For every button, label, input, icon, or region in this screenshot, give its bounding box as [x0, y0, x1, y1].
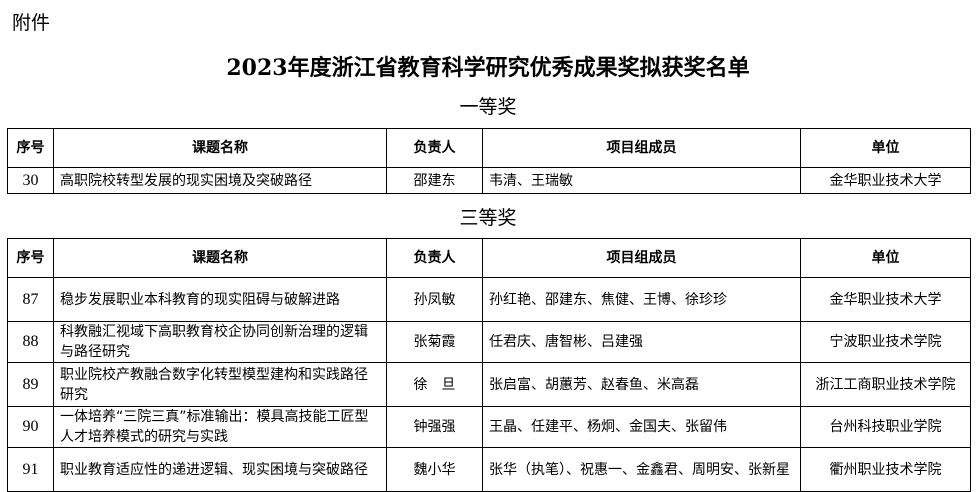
cell-leader: 魏小华: [386, 447, 483, 492]
cell-unit: 衢州职业技术学院: [800, 447, 971, 492]
header-leader: 负责人: [386, 128, 483, 168]
cell-seq: 30: [7, 167, 54, 194]
cell-unit: 宁波职业技术学院: [800, 321, 971, 363]
cell-seq: 91: [7, 447, 54, 492]
cell-topic: 职业教育适应性的递进逻辑、现实困境与突破路径: [53, 447, 387, 492]
table-header-row: 序号 课题名称 负责人 项目组成员 单位: [7, 238, 971, 278]
third-prize-table: 序号 课题名称 负责人 项目组成员 单位 87 稳步发展职业本科教育的现实阻碍与破…: [7, 238, 971, 492]
cell-topic: 高职院校转型发展的现实困境及突破路径: [53, 167, 387, 194]
cell-members: 王晶、任建平、杨炯、金国夫、张留伟: [482, 406, 801, 448]
attachment-label: 附件: [12, 12, 51, 34]
cell-topic: 职业院校产教融合数字化转型模型建构和实践路径研究: [53, 362, 387, 407]
cell-seq: 89: [7, 362, 54, 407]
header-topic: 课题名称: [53, 128, 387, 168]
cell-topic: 稳步发展职业本科教育的现实阻碍与破解进路: [53, 277, 387, 322]
header-members: 项目组成员: [482, 128, 801, 168]
cell-members: 韦清、王瑞敏: [482, 167, 801, 194]
table-row: 30 高职院校转型发展的现实困境及突破路径 邵建东 韦清、王瑞敏 金华职业技术大学: [7, 167, 971, 194]
cell-seq: 88: [7, 321, 54, 363]
cell-leader: 孙凤敏: [386, 277, 483, 322]
cell-unit: 台州科技职业学院: [800, 406, 971, 448]
table-row: 87 稳步发展职业本科教育的现实阻碍与破解进路 孙凤敏 孙红艳、邵建东、焦健、王博、徐…: [7, 277, 971, 322]
table-row: 89 职业院校产教融合数字化转型模型建构和实践路径研究徐 旦张启富、胡蕙芳、赵春鱼…: [7, 362, 971, 407]
cell-members: 张启富、胡蕙芳、赵春鱼、米高磊: [482, 362, 801, 407]
cell-unit: 金华职业技术大学: [800, 277, 971, 322]
cell-topic: 一体培养“三院三真”标准输出：模具高技能工匠型人才培养模式的研究与实践: [53, 406, 387, 448]
first-prize-table: 序号 课题名称 负责人 项目组成员 单位 30 高职院校转型发展的现实困境及突破路…: [7, 128, 971, 194]
header-seq: 序号: [7, 128, 54, 168]
first-prize-heading: 一等奖: [459, 96, 517, 118]
cell-topic: 科教融汇视域下高职教育校企协同创新治理的逻辑与路径研究: [53, 321, 387, 363]
cell-leader: 徐 旦: [386, 362, 483, 407]
table-row: 91 职业教育适应性的递进逻辑、现实困境与突破路径 魏小华 张华（执笔）、祝惠一、金鑫…: [7, 447, 971, 492]
header-unit: 单位: [800, 128, 971, 168]
cell-members: 孙红艳、邵建东、焦健、王博、徐珍珍: [482, 277, 801, 322]
header-seq: 序号: [7, 238, 54, 278]
cell-leader: 钟强强: [386, 406, 483, 448]
cell-unit: 金华职业技术大学: [800, 167, 971, 194]
header-topic: 课题名称: [53, 238, 387, 278]
cell-unit: 浙江工商职业技术学院: [800, 362, 971, 407]
table-row: 88 科教融汇视域下高职教育校企协同创新治理的逻辑与路径研究 张菊霞 任君庆、唐智彬、…: [7, 321, 971, 363]
cell-members: 张华（执笔）、祝惠一、金鑫君、周明安、张新星: [482, 447, 801, 492]
document-title: 2023年度浙江省教育科学研究优秀成果奖拟获奖名单: [226, 55, 750, 81]
table-row: 90 一体培养“三院三真”标准输出：模具高技能工匠型人才培养模式的研究与实践 钟强强…: [7, 406, 971, 448]
cell-leader: 邵建东: [386, 167, 483, 194]
header-members: 项目组成员: [482, 238, 801, 278]
header-leader: 负责人: [386, 238, 483, 278]
header-unit: 单位: [800, 238, 971, 278]
third-prize-heading: 三等奖: [459, 207, 517, 229]
cell-seq: 87: [7, 277, 54, 322]
cell-seq: 90: [7, 406, 54, 448]
cell-members: 任君庆、唐智彬、吕建强: [482, 321, 801, 363]
table-header-row: 序号 课题名称 负责人 项目组成员 单位: [7, 128, 971, 168]
cell-leader: 张菊霞: [386, 321, 483, 363]
